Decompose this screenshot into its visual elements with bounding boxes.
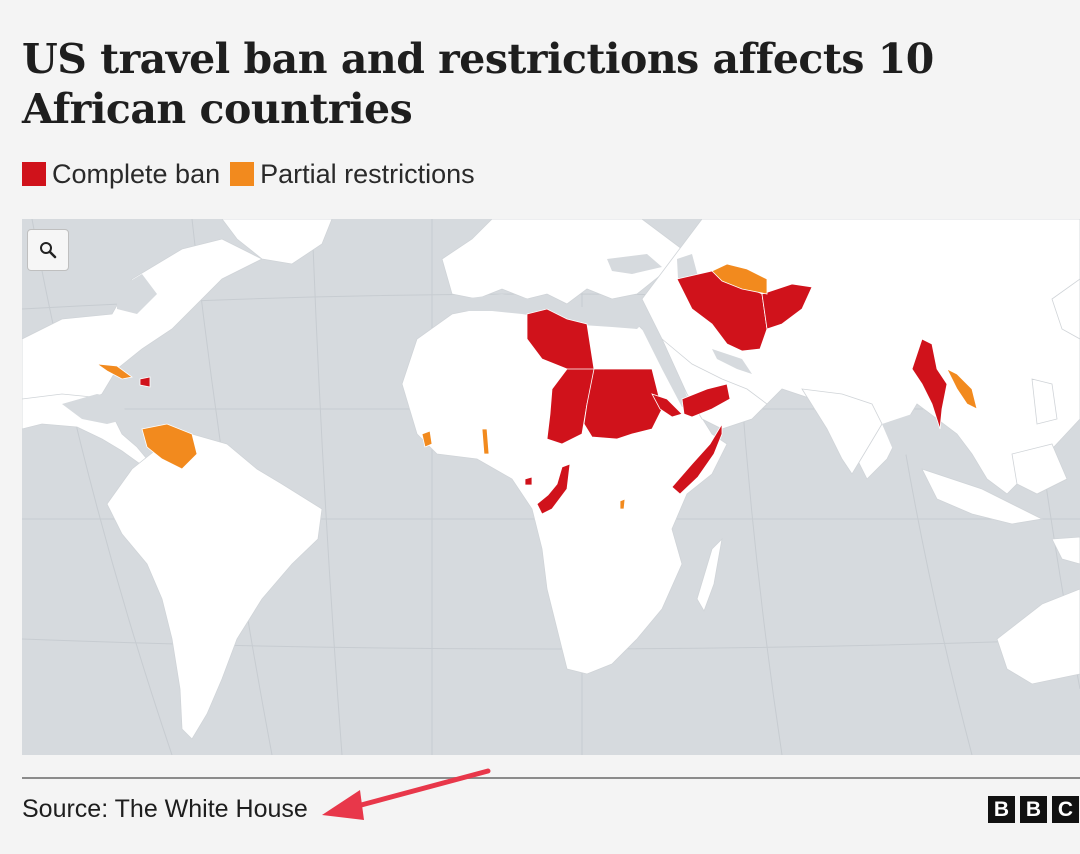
country-yemen[interactable] [681,383,731,418]
philippines [1031,378,1058,425]
country-myanmar[interactable] [911,338,948,430]
greenland [221,219,333,265]
country-somalia[interactable] [671,422,723,495]
red-sea [642,327,690,407]
country-congo[interactable] [536,463,571,515]
legend-item-complete-ban: Complete ban [22,159,220,190]
legend: Complete ban Partial restrictions [22,158,485,190]
mediterranean [462,294,647,329]
partial-restriction-countries [95,263,978,510]
bbc-logo-letter-1: B [988,796,1015,823]
country-sudan[interactable] [583,368,663,440]
japan-korea [1051,278,1080,340]
country-sierra-leone[interactable] [421,430,433,448]
land [22,219,1080,740]
country-togo[interactable] [481,428,490,455]
persian-gulf [712,349,752,374]
madagascar [696,537,723,612]
complete-ban-countries [139,270,948,515]
hudson-bay [117,274,157,314]
country-cuba[interactable] [95,363,133,380]
south-america [106,433,323,740]
borneo [1011,443,1068,495]
indonesia [921,468,1044,525]
country-laos[interactable] [946,368,978,410]
india [801,388,883,475]
legend-swatch-complete [22,162,46,186]
world-map[interactable] [22,219,1080,755]
country-turkmenistan[interactable] [711,263,768,295]
country-venezuela[interactable] [141,423,198,470]
europe [441,219,683,305]
black-sea [607,254,662,274]
bbc-logo: B B C [983,796,1079,823]
legend-label-complete: Complete ban [52,158,221,189]
search-icon [40,242,57,259]
gulf-of-mexico [62,394,127,424]
country-haiti[interactable] [139,376,151,388]
country-eritrea[interactable] [651,393,683,418]
bbc-logo-letter-3: C [1052,796,1079,823]
country-burundi[interactable] [619,498,626,510]
country-eq-guinea[interactable] [524,476,533,486]
chart-title: US travel ban and restrictions affects 1… [22,35,934,133]
legend-swatch-partial [230,162,255,186]
bbc-logo-letter-2: B [1020,796,1047,823]
australia [996,588,1080,685]
source-text: Source: The White House [22,795,308,823]
bay-of-bengal [882,414,917,459]
map-svg [22,219,1080,755]
country-afghanistan[interactable] [761,283,813,330]
legend-label-partial: Partial restrictions [260,158,475,189]
new-guinea [1051,536,1080,565]
zoom-button[interactable] [27,229,69,271]
legend-item-partial: Partial restrictions [230,159,475,190]
footer-rule [22,777,1080,779]
